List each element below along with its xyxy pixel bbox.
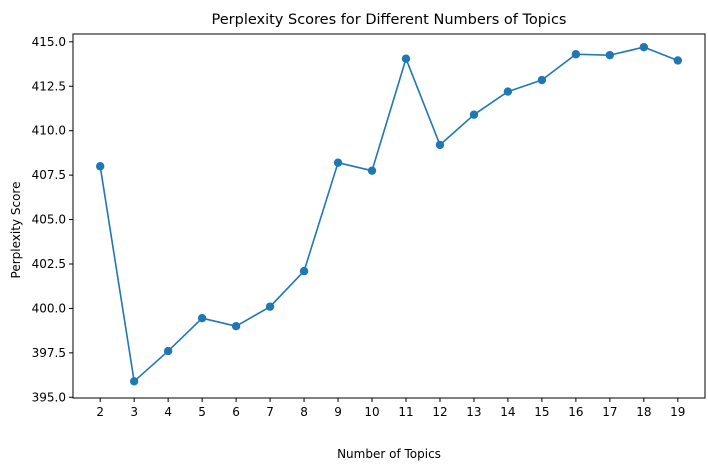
data-point xyxy=(435,140,445,150)
y-tick-label: 415.0 xyxy=(32,35,66,49)
x-tick-label: 13 xyxy=(466,405,481,419)
data-point xyxy=(163,346,173,356)
data-point xyxy=(265,302,275,311)
x-tick-label: 6 xyxy=(232,405,240,419)
data-point xyxy=(537,75,547,85)
y-tick-label: 395.0 xyxy=(32,390,66,404)
axis-ticks: 2 3 4 5 6 7 8 9 10 11 12 13 14 15 16 17 18 19 395.0 397.5 40… xyxy=(32,35,686,419)
x-tick-label: 15 xyxy=(534,405,549,419)
plot-frame xyxy=(72,33,706,399)
x-tick-label: 4 xyxy=(164,405,172,419)
data-point xyxy=(401,54,411,63)
x-tick-label: 19 xyxy=(670,405,685,419)
x-tick-label: 2 xyxy=(96,405,104,419)
y-tick-label: 405.0 xyxy=(32,213,66,227)
x-tick-label: 17 xyxy=(602,405,617,419)
data-point xyxy=(231,321,241,331)
data-point xyxy=(333,158,343,167)
chart-title: Perplexity Scores for Different Numbers … xyxy=(212,12,567,28)
data-point xyxy=(129,377,139,386)
y-tick-label: 402.5 xyxy=(32,257,66,271)
x-tick-label: 14 xyxy=(500,405,515,419)
x-tick-label: 18 xyxy=(636,405,651,419)
series-1 xyxy=(95,42,683,386)
y-tick-label: 410.0 xyxy=(32,124,66,138)
y-axis-label: Perplexity Score xyxy=(9,182,23,279)
data-point xyxy=(571,50,581,59)
y-tick-label: 397.5 xyxy=(32,346,66,360)
data-point xyxy=(469,110,479,119)
x-tick-label: 10 xyxy=(364,405,379,419)
x-tick-label: 9 xyxy=(334,405,342,419)
y-tick-label: 400.0 xyxy=(32,301,66,315)
data-point xyxy=(673,56,683,65)
x-axis-label: Number of Topics xyxy=(337,447,441,461)
y-tick-label: 412.5 xyxy=(32,79,66,93)
data-point xyxy=(367,166,377,175)
x-tick-label: 16 xyxy=(568,405,583,419)
x-tick-label: 8 xyxy=(300,405,308,419)
x-tick-label: 12 xyxy=(432,405,447,419)
data-point xyxy=(197,313,207,323)
x-tick-label: 5 xyxy=(198,405,206,419)
x-tick-label: 3 xyxy=(130,405,138,419)
data-point xyxy=(299,266,309,276)
data-point xyxy=(639,42,649,52)
data-point xyxy=(503,87,513,96)
data-point xyxy=(605,50,615,60)
x-tick-label: 11 xyxy=(398,405,413,419)
data-point xyxy=(95,162,105,171)
x-tick-label: 7 xyxy=(266,405,274,419)
y-tick-label: 407.5 xyxy=(32,168,66,182)
series-line xyxy=(99,46,679,383)
